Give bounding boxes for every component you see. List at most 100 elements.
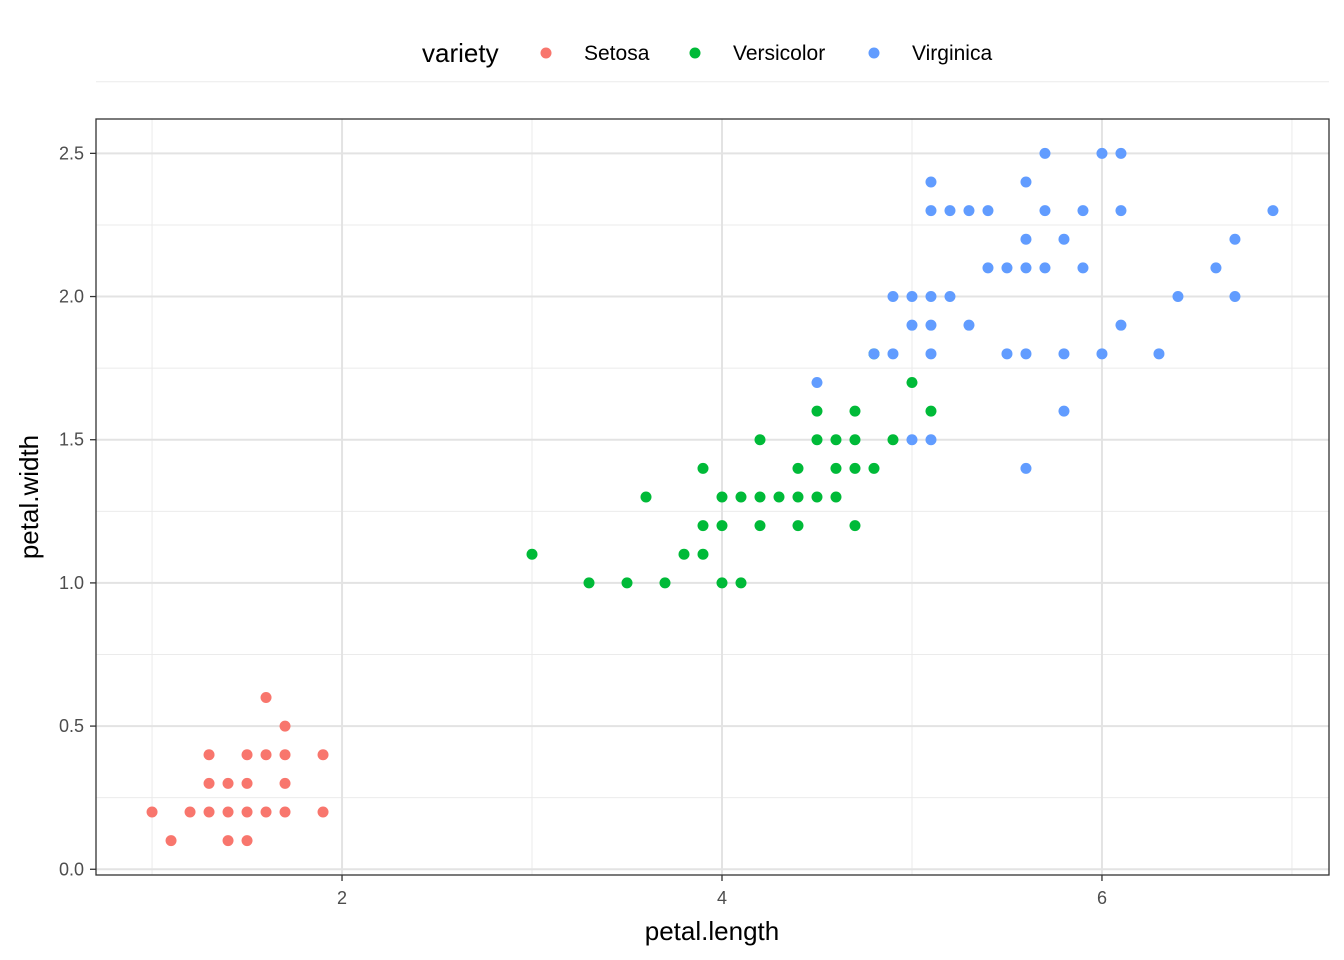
data-point (792, 520, 804, 532)
data-point (925, 348, 937, 360)
data-point (1115, 319, 1127, 331)
legend-label: Virginica (912, 42, 992, 65)
data-point (222, 777, 234, 789)
series-versicolor (526, 348, 937, 589)
data-point (1096, 348, 1108, 360)
data-point (849, 462, 861, 474)
data-point (1058, 405, 1070, 417)
legend-item-setosa: Setosa (540, 42, 650, 65)
data-point (241, 749, 253, 761)
y-tick-label: 2.5 (59, 143, 84, 163)
data-point (1229, 233, 1241, 245)
y-tick-label: 0.0 (59, 859, 84, 879)
data-point (260, 806, 272, 818)
data-point (1077, 205, 1089, 217)
data-point (1039, 205, 1051, 217)
data-point (1058, 233, 1070, 245)
data-point (716, 520, 728, 532)
data-point (1172, 291, 1184, 303)
data-point (640, 491, 652, 503)
data-point (792, 462, 804, 474)
data-point (963, 319, 975, 331)
data-point (1020, 262, 1032, 274)
data-point (1115, 147, 1127, 159)
data-point (241, 835, 253, 847)
data-point (1096, 147, 1108, 159)
data-point (906, 319, 918, 331)
data-point (716, 577, 728, 589)
series-setosa (146, 691, 329, 847)
data-point (1058, 348, 1070, 360)
data-point (1001, 262, 1013, 274)
data-point (260, 749, 272, 761)
data-point (697, 462, 709, 474)
y-tick-label: 2.0 (59, 287, 84, 307)
data-point (279, 720, 291, 732)
data-point (241, 777, 253, 789)
data-point (849, 520, 861, 532)
data-point (1020, 233, 1032, 245)
data-point (906, 376, 918, 388)
data-point (1229, 291, 1241, 303)
data-point (925, 434, 937, 446)
data-point (906, 434, 918, 446)
data-point (868, 462, 880, 474)
data-point (222, 806, 234, 818)
data-point (1077, 262, 1089, 274)
x-axis: 2 4 6 (337, 875, 1107, 908)
legend-key-dot (868, 47, 880, 59)
data-point (925, 405, 937, 417)
data-point (659, 577, 671, 589)
data-point (925, 291, 937, 303)
legend-label: Versicolor (733, 42, 825, 65)
data-point (1039, 262, 1051, 274)
data-point (811, 491, 823, 503)
data-point (203, 777, 215, 789)
y-tick-label: 1.5 (59, 430, 84, 450)
data-point (773, 491, 785, 503)
data-point (925, 319, 937, 331)
data-point (868, 348, 880, 360)
plot-panel (95, 81, 1330, 876)
x-tick-label: 6 (1097, 888, 1107, 908)
data-point (887, 434, 899, 446)
data-point (811, 434, 823, 446)
y-tick-label: 1.0 (59, 573, 84, 593)
data-point (925, 176, 937, 188)
legend-key-dot (689, 47, 701, 59)
data-point (146, 806, 158, 818)
data-point (849, 405, 861, 417)
data-point (1267, 205, 1279, 217)
x-axis-title: petal.length (645, 916, 779, 946)
data-point (279, 749, 291, 761)
data-point (621, 577, 633, 589)
data-point (526, 548, 538, 560)
data-point (222, 835, 234, 847)
data-point (963, 205, 975, 217)
data-point (754, 434, 766, 446)
data-point (944, 291, 956, 303)
data-point (754, 491, 766, 503)
data-point (184, 806, 196, 818)
series-virginica (811, 147, 1279, 474)
data-point (735, 491, 747, 503)
y-axis: 0.0 0.5 1.0 1.5 2.0 2.5 (59, 143, 96, 879)
data-point (697, 548, 709, 560)
data-point (697, 520, 709, 532)
panel-border (95, 118, 1330, 876)
data-point (830, 434, 842, 446)
legend-title: variety (422, 38, 499, 68)
data-point (203, 749, 215, 761)
data-point (925, 205, 937, 217)
data-point (317, 749, 329, 761)
y-axis-title: petal.width (14, 435, 44, 559)
data-point (982, 262, 994, 274)
legend-key-dot (540, 47, 552, 59)
legend-label: Setosa (584, 42, 650, 65)
data-point (887, 348, 899, 360)
data-point (241, 806, 253, 818)
x-tick-label: 2 (337, 888, 347, 908)
data-point (1115, 205, 1127, 217)
legend-item-versicolor: Versicolor (689, 42, 825, 65)
